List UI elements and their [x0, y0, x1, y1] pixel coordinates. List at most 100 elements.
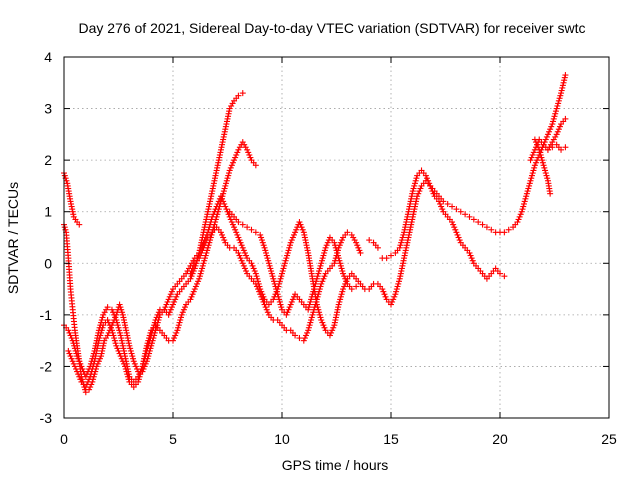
- data-point: [172, 296, 179, 303]
- data-point: [165, 296, 172, 303]
- data-point: [167, 306, 174, 313]
- data-point: [529, 170, 536, 177]
- data-point: [539, 157, 546, 164]
- data-point: [259, 296, 266, 303]
- data-point: [288, 237, 295, 244]
- data-point: [561, 77, 568, 84]
- data-point: [104, 332, 111, 339]
- data-point: [541, 164, 548, 171]
- data-point: [253, 283, 260, 290]
- data-point: [61, 224, 68, 231]
- data-point: [287, 301, 294, 308]
- data-point: [112, 314, 119, 321]
- data-point: [410, 185, 417, 192]
- data-point: [389, 298, 396, 305]
- data-point: [254, 275, 261, 282]
- data-point: [544, 175, 551, 182]
- data-point: [422, 172, 429, 179]
- data-point: [527, 157, 534, 164]
- data-point: [154, 311, 161, 318]
- x-tick-label: 20: [492, 431, 508, 447]
- data-point: [518, 208, 525, 215]
- data-point: [98, 327, 105, 334]
- data-point: [319, 278, 326, 285]
- data-point: [339, 288, 346, 295]
- data-point: [83, 381, 90, 388]
- data-point: [153, 314, 160, 321]
- data-point: [353, 239, 360, 246]
- data-point: [535, 144, 542, 151]
- data-point: [171, 335, 178, 342]
- data-point: [313, 275, 320, 282]
- data-point: [281, 260, 288, 267]
- data-point: [117, 304, 124, 311]
- data-point: [234, 231, 241, 238]
- data-point: [468, 255, 475, 262]
- data-point: [310, 286, 317, 293]
- data-point: [412, 177, 419, 184]
- data-point: [398, 239, 405, 246]
- data-point: [417, 185, 424, 192]
- data-point: [562, 72, 569, 79]
- data-point: [409, 188, 416, 195]
- data-point: [438, 203, 445, 210]
- data-point: [538, 154, 545, 161]
- data-point: [239, 260, 246, 267]
- y-tick-label: 2: [44, 152, 52, 168]
- data-point: [124, 371, 131, 378]
- data-point: [337, 296, 344, 303]
- data-point: [550, 115, 557, 122]
- data-point: [336, 257, 343, 264]
- data-point: [552, 110, 559, 117]
- data-point: [129, 353, 136, 360]
- data-point: [312, 280, 319, 287]
- data-point: [244, 224, 251, 231]
- data-point: [321, 249, 328, 256]
- data-point: [196, 275, 203, 282]
- data-point: [531, 162, 538, 169]
- data-point: [558, 87, 565, 94]
- data-point: [145, 337, 152, 344]
- data-point: [240, 262, 247, 269]
- data-point: [270, 275, 277, 282]
- data-point: [223, 206, 230, 213]
- data-point: [562, 144, 569, 151]
- data-point: [233, 229, 240, 236]
- data-point: [203, 249, 210, 256]
- data-point: [326, 332, 333, 339]
- data-point: [271, 278, 278, 285]
- data-point: [82, 389, 89, 396]
- data-point: [308, 314, 315, 321]
- data-point: [313, 296, 320, 303]
- data-point: [318, 317, 325, 324]
- data-point: [237, 239, 244, 246]
- data-point: [114, 345, 121, 352]
- data-point: [305, 324, 312, 331]
- data-point: [109, 329, 116, 336]
- data-point: [190, 288, 197, 295]
- data-point: [315, 291, 322, 298]
- data-point: [68, 335, 75, 342]
- data-point: [113, 317, 120, 324]
- data-point: [520, 203, 527, 210]
- data-point: [396, 244, 403, 251]
- data-point: [271, 280, 278, 287]
- data-point: [536, 149, 543, 156]
- data-point: [531, 136, 538, 143]
- data-point: [411, 182, 418, 189]
- data-point: [257, 231, 264, 238]
- data-point: [198, 268, 205, 275]
- data-point: [262, 304, 269, 311]
- data-point: [557, 92, 564, 99]
- plot-frame: [63, 56, 610, 419]
- data-point: [529, 151, 536, 158]
- data-point: [61, 172, 68, 179]
- data-point: [250, 265, 257, 272]
- data-point: [320, 322, 327, 329]
- data-point: [164, 298, 171, 305]
- data-point: [179, 309, 186, 316]
- data-point: [213, 213, 220, 220]
- data-point: [523, 190, 530, 197]
- data-point: [531, 164, 538, 171]
- data-point: [528, 172, 535, 179]
